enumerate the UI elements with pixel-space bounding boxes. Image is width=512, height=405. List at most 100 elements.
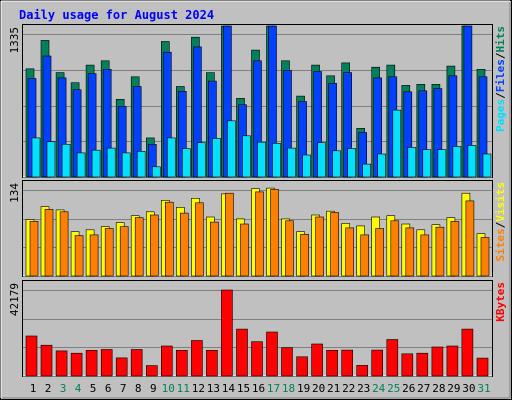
x-tick-label-day-10: 10 bbox=[162, 382, 175, 395]
bar-kbytes-day-14 bbox=[221, 289, 233, 377]
x-tick-label-day-15: 15 bbox=[237, 382, 250, 395]
bar-pages-day-22 bbox=[347, 148, 357, 178]
bar-pages-day-14 bbox=[227, 120, 236, 178]
bar-sites-day-3 bbox=[59, 211, 69, 277]
chart-title: Daily usage for August 2024 bbox=[19, 8, 214, 22]
bar-kbytes-day-22 bbox=[341, 349, 354, 377]
bar-sites-day-25 bbox=[390, 220, 400, 277]
x-tick-label-day-17: 17 bbox=[267, 382, 280, 395]
bar-kbytes-day-16 bbox=[251, 341, 263, 377]
x-tick-label-day-14: 14 bbox=[222, 382, 236, 395]
x-tick-label-day-3: 3 bbox=[60, 382, 67, 395]
x-tick-label-day-6: 6 bbox=[105, 382, 112, 395]
x-tick-label-day-28: 28 bbox=[432, 382, 445, 395]
bar-kbytes-day-11 bbox=[176, 349, 188, 377]
bar-sites-day-15 bbox=[240, 223, 249, 277]
bar-pages-day-23 bbox=[362, 163, 372, 178]
middle-ymax-label: 134 bbox=[8, 183, 21, 203]
bottom-legend: KBytes bbox=[494, 282, 507, 322]
x-tick-label-day-13: 13 bbox=[207, 382, 220, 395]
x-tick-label-day-22: 22 bbox=[342, 382, 355, 395]
bar-sites-day-16 bbox=[255, 191, 264, 277]
bar-kbytes-day-21 bbox=[326, 349, 338, 377]
top-ymax-label: 1335 bbox=[8, 27, 21, 54]
bar-kbytes-day-24 bbox=[371, 349, 384, 377]
bar-sites-day-7 bbox=[119, 226, 129, 277]
bar-sites-day-31 bbox=[480, 237, 490, 277]
bar-sites-day-13 bbox=[210, 221, 219, 277]
bar-pages-day-27 bbox=[422, 149, 432, 178]
bar-sites-day-4 bbox=[74, 235, 84, 277]
bar-pages-day-16 bbox=[257, 141, 266, 178]
bar-sites-day-14 bbox=[225, 192, 234, 277]
bar-kbytes-day-18 bbox=[281, 347, 293, 377]
bar-sites-day-28 bbox=[435, 226, 445, 277]
x-tick-label-day-19: 19 bbox=[297, 382, 310, 395]
x-tick-label-day-24: 24 bbox=[372, 382, 386, 395]
bar-sites-day-29 bbox=[450, 221, 460, 277]
bar-kbytes-day-30 bbox=[461, 328, 474, 377]
middle-legend-item-0: Sites bbox=[494, 228, 507, 261]
bar-pages-day-4 bbox=[76, 152, 86, 178]
bar-pages-day-8 bbox=[136, 151, 146, 178]
bar-sites-day-22 bbox=[345, 227, 355, 277]
x-tick-label-day-8: 8 bbox=[135, 382, 142, 395]
middle-legend-item-2: Visits bbox=[494, 182, 507, 222]
bar-kbytes-day-7 bbox=[115, 357, 128, 377]
bar-pages-day-29 bbox=[452, 146, 462, 178]
bottom-legend-item-0: KBytes bbox=[494, 282, 507, 322]
bar-pages-day-2 bbox=[46, 141, 56, 178]
bar-pages-day-25 bbox=[392, 109, 402, 178]
bar-sites-day-19 bbox=[300, 234, 309, 277]
bar-pages-day-30 bbox=[467, 145, 477, 178]
bar-kbytes-day-6 bbox=[100, 349, 113, 377]
x-tick-label-day-2: 2 bbox=[45, 382, 52, 395]
bar-sites-day-20 bbox=[315, 216, 324, 277]
bar-sites-day-12 bbox=[195, 202, 204, 277]
bar-kbytes-day-17 bbox=[266, 331, 278, 377]
bar-sites-day-10 bbox=[165, 201, 174, 277]
bar-pages-day-3 bbox=[61, 144, 71, 178]
bar-sites-day-21 bbox=[330, 212, 339, 277]
bar-kbytes-day-4 bbox=[70, 352, 83, 377]
bar-pages-day-15 bbox=[242, 135, 251, 178]
top-legend-item-0: Pages bbox=[494, 99, 507, 132]
bar-pages-day-17 bbox=[272, 143, 281, 178]
bar-pages-day-13 bbox=[212, 138, 221, 178]
bar-kbytes-day-19 bbox=[296, 356, 308, 377]
bar-sites-day-9 bbox=[150, 214, 159, 277]
bar-sites-day-27 bbox=[420, 234, 430, 277]
bar-pages-day-20 bbox=[317, 142, 326, 178]
bar-pages-day-9 bbox=[152, 166, 161, 178]
x-tick-label-day-7: 7 bbox=[120, 382, 127, 395]
bar-sites-day-1 bbox=[29, 221, 39, 277]
middle-legend-item-1: / bbox=[494, 221, 507, 228]
bar-pages-day-28 bbox=[437, 149, 447, 178]
bar-kbytes-day-25 bbox=[386, 339, 399, 377]
bar-pages-day-24 bbox=[377, 153, 387, 178]
bar-kbytes-day-31 bbox=[476, 357, 489, 377]
bar-sites-day-30 bbox=[465, 200, 475, 277]
x-tick-label-day-1: 1 bbox=[30, 382, 37, 395]
bar-sites-day-5 bbox=[89, 234, 99, 277]
bar-kbytes-day-26 bbox=[401, 353, 414, 377]
bar-pages-day-12 bbox=[197, 142, 206, 178]
middle-legend: Sites/Visits bbox=[494, 182, 507, 262]
x-tick-label-day-18: 18 bbox=[282, 382, 295, 395]
x-tick-label-day-5: 5 bbox=[90, 382, 97, 395]
bar-pages-day-11 bbox=[182, 148, 191, 178]
x-tick-label-day-23: 23 bbox=[357, 382, 370, 395]
bar-kbytes-day-15 bbox=[236, 328, 248, 377]
bar-kbytes-day-1 bbox=[25, 335, 38, 377]
bar-kbytes-day-10 bbox=[161, 345, 173, 377]
bar-kbytes-day-8 bbox=[130, 349, 143, 377]
bar-sites-day-2 bbox=[44, 209, 54, 277]
bar-kbytes-day-28 bbox=[431, 346, 444, 377]
x-tick-label-day-21: 21 bbox=[327, 382, 340, 395]
bar-pages-day-1 bbox=[31, 137, 41, 178]
x-tick-label-day-9: 9 bbox=[150, 382, 157, 395]
bar-kbytes-day-29 bbox=[446, 345, 459, 377]
bar-kbytes-day-9 bbox=[146, 365, 158, 377]
